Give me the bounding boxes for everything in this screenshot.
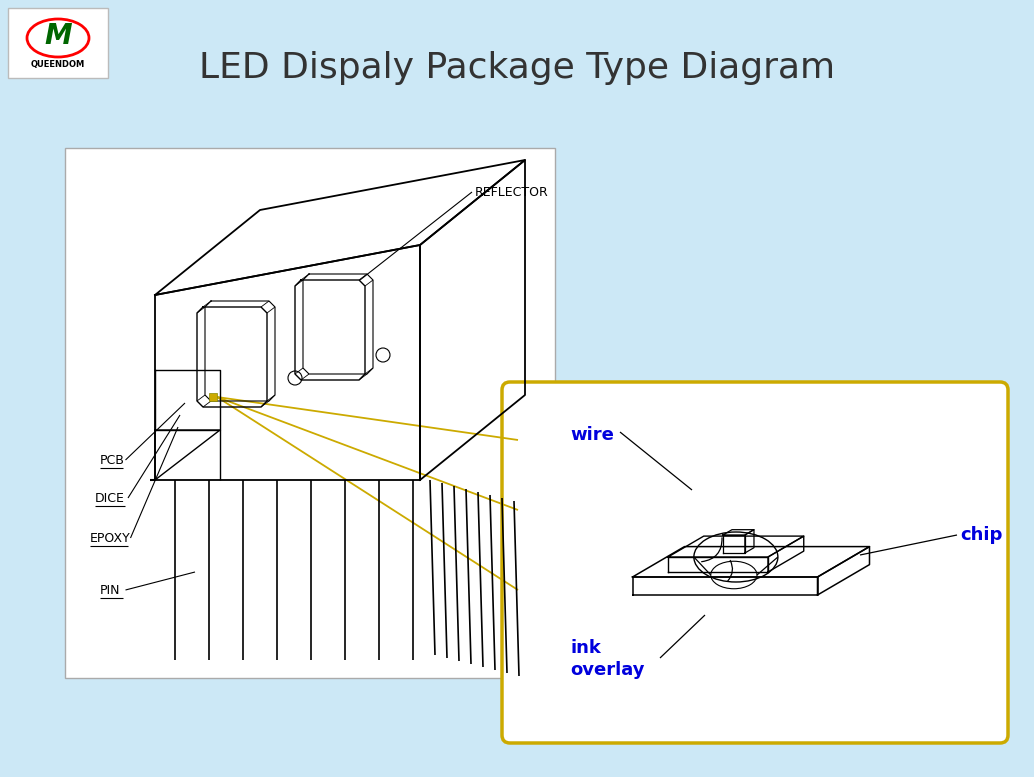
FancyBboxPatch shape bbox=[501, 382, 1008, 743]
Text: LED Dispaly Package Type Diagram: LED Dispaly Package Type Diagram bbox=[199, 51, 835, 85]
Text: ink: ink bbox=[570, 639, 601, 657]
Text: wire: wire bbox=[570, 426, 614, 444]
Text: chip: chip bbox=[960, 526, 1002, 544]
Bar bbox=[209, 393, 217, 401]
Text: PIN: PIN bbox=[100, 584, 121, 597]
Text: PCB: PCB bbox=[100, 454, 125, 466]
FancyBboxPatch shape bbox=[65, 148, 555, 678]
Text: M: M bbox=[44, 22, 71, 50]
Text: REFLECTOR: REFLECTOR bbox=[475, 186, 549, 198]
FancyBboxPatch shape bbox=[8, 8, 108, 78]
Text: QUEENDOM: QUEENDOM bbox=[31, 60, 85, 68]
Text: overlay: overlay bbox=[570, 661, 644, 679]
Text: EPOXY: EPOXY bbox=[90, 531, 130, 545]
Text: DICE: DICE bbox=[95, 492, 125, 504]
